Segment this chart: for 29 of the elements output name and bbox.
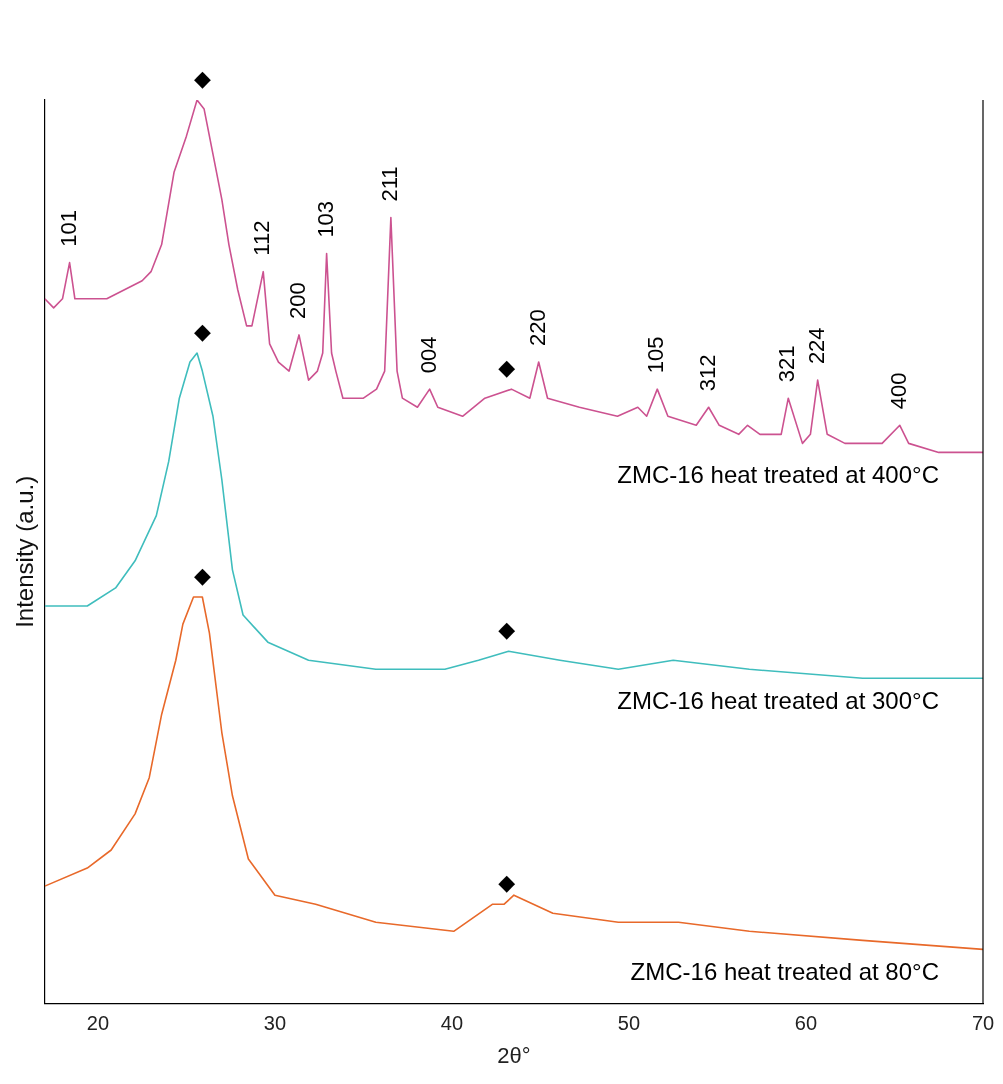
x-axis-title: 2θ° (497, 1042, 531, 1068)
annotation: 004 (415, 336, 441, 374)
y-axis-title: Intensity (a.u.) (11, 475, 39, 628)
x-tick-label: 30 (263, 1012, 287, 1035)
x-tick-label: 40 (440, 1012, 464, 1035)
annotation: 220 (524, 309, 550, 347)
annotation: ◆ (498, 355, 516, 381)
annotation: ◆ (498, 870, 516, 896)
x-tick-label: 50 (617, 1012, 641, 1035)
annotation: 112 (249, 220, 275, 256)
annotation: ◆ (193, 66, 211, 92)
series-label: ZMC-16 heat treated at 80°C (630, 958, 939, 986)
series-label: ZMC-16 heat treated at 300°C (617, 686, 939, 714)
annotation: 312 (694, 354, 720, 392)
annotation: 103 (312, 200, 338, 238)
annotation: 224 (803, 327, 829, 365)
annotation: ◆ (193, 563, 211, 589)
annotation: 211 (376, 166, 402, 202)
annotation: 321 (774, 345, 800, 383)
annotation: 200 (285, 282, 311, 319)
x-tick-label: 60 (794, 1012, 818, 1035)
annotation: ◆ (498, 617, 516, 643)
annotation: 400 (885, 372, 911, 410)
annotation: 101 (55, 209, 81, 247)
annotation: ◆ (193, 319, 211, 345)
series-label: ZMC-16 heat treated at 400°C (617, 461, 939, 489)
x-tick-label: 20 (86, 1012, 110, 1035)
annotation: 105 (643, 336, 669, 374)
x-tick-label: 70 (971, 1012, 995, 1035)
